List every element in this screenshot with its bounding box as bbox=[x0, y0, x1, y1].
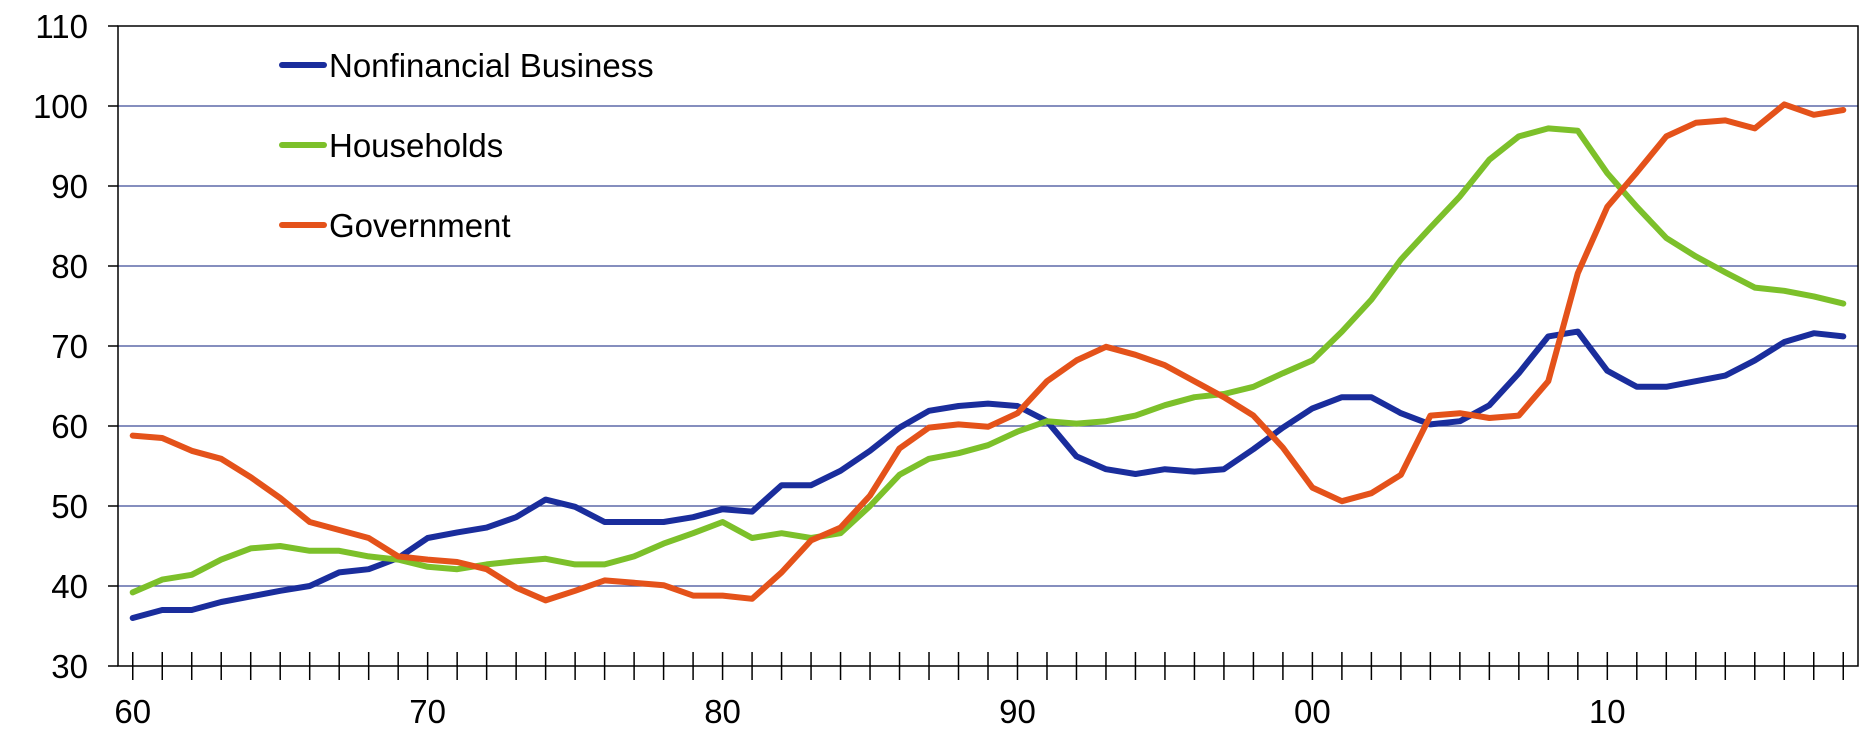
gridlines bbox=[118, 105, 1858, 587]
x-tick-label: 10 bbox=[1589, 693, 1626, 730]
series-line-government bbox=[129, 101, 1847, 604]
legend-label: Nonfinancial Business bbox=[329, 47, 654, 84]
series-lines bbox=[129, 101, 1847, 621]
legend-label: Households bbox=[329, 127, 503, 164]
x-tick-label: 90 bbox=[999, 693, 1036, 730]
y-tick-label: 50 bbox=[51, 488, 88, 525]
x-tick-label: 60 bbox=[114, 693, 151, 730]
y-tick-label: 90 bbox=[51, 168, 88, 205]
x-tick-label: 80 bbox=[704, 693, 741, 730]
legend-label: Government bbox=[329, 207, 511, 244]
y-tick-label: 30 bbox=[51, 648, 88, 685]
x-tick-label: 00 bbox=[1294, 693, 1331, 730]
y-tick-label: 70 bbox=[51, 328, 88, 365]
y-tick-label: 60 bbox=[51, 408, 88, 445]
x-tick-label: 70 bbox=[409, 693, 446, 730]
series-line-households bbox=[129, 125, 1847, 596]
legend-item: Government bbox=[279, 207, 511, 244]
y-tick-label: 100 bbox=[33, 88, 88, 125]
series-line-nonfinancial-business bbox=[129, 328, 1847, 621]
legend: Nonfinancial Business Households Governmen… bbox=[279, 47, 654, 244]
y-tick-label: 110 bbox=[35, 8, 88, 45]
legend-item: Nonfinancial Business bbox=[279, 47, 654, 84]
axes: 30 40 50 60 70 80 90 100 110 60 70 80 90 00 10 bbox=[33, 8, 1859, 730]
y-tick-label: 80 bbox=[51, 248, 88, 285]
legend-item: Households bbox=[279, 127, 503, 164]
y-tick-label: 40 bbox=[51, 568, 88, 605]
